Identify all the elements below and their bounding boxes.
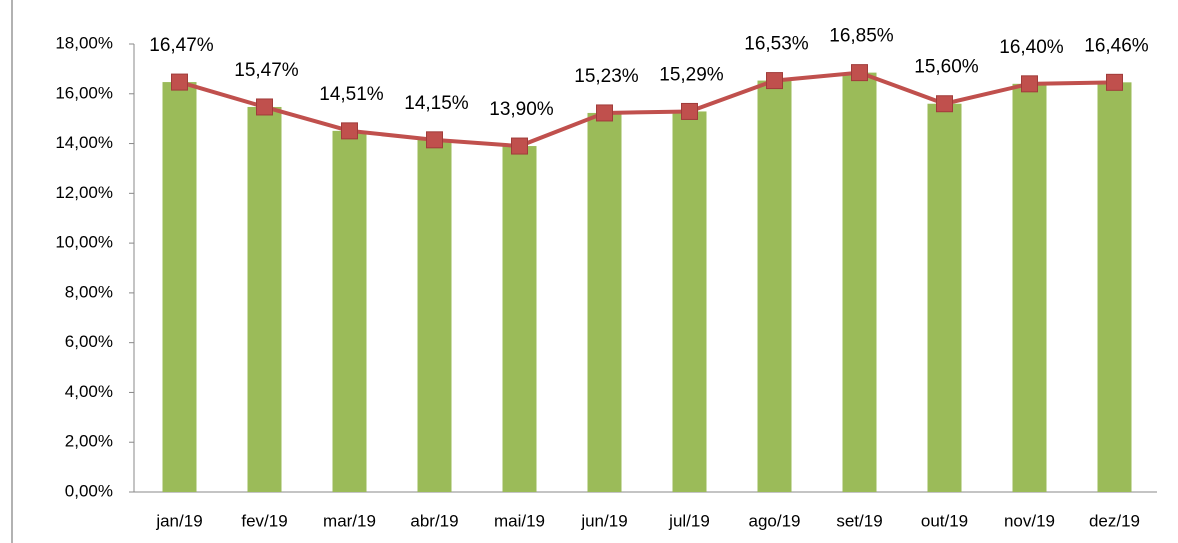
x-tick-label: fev/19 [241, 511, 287, 530]
bar [502, 146, 537, 493]
marker [1106, 73, 1123, 91]
data-label: 15,60% [914, 57, 979, 78]
marker [766, 72, 783, 90]
y-tick-label: 8,00% [65, 282, 113, 301]
data-label: 15,23% [574, 66, 639, 87]
x-tick-label: set/19 [836, 511, 882, 530]
marker [1021, 75, 1038, 93]
x-tick-label: jan/19 [155, 511, 202, 530]
bar [842, 72, 877, 492]
y-tick-label: 12,00% [55, 183, 113, 202]
bar [587, 112, 622, 492]
y-tick-label: 4,00% [65, 382, 113, 401]
x-tick-label: mai/19 [494, 511, 545, 530]
marker [936, 95, 953, 113]
bar [672, 111, 707, 493]
x-tick-label: jul/19 [668, 511, 710, 530]
marker [851, 64, 868, 82]
x-tick-label: abr/19 [410, 511, 458, 530]
x-tick-label: ago/19 [749, 511, 801, 530]
x-tick-label: dez/19 [1089, 511, 1140, 530]
y-tick-label: 2,00% [65, 432, 113, 451]
x-tick-label: jun/19 [580, 511, 627, 530]
x-tick-label: mar/19 [323, 511, 376, 530]
data-label: 15,47% [234, 60, 299, 81]
data-label: 14,51% [319, 84, 384, 105]
marker [171, 73, 188, 91]
data-label: 16,53% [744, 34, 809, 55]
y-tick-label: 16,00% [55, 83, 113, 102]
bar [1097, 82, 1132, 492]
y-tick-label: 10,00% [55, 233, 113, 252]
x-tick-label: nov/19 [1004, 511, 1055, 530]
bar [332, 130, 367, 492]
marker [681, 102, 698, 120]
data-label: 16,46% [1084, 35, 1149, 56]
y-tick-label: 6,00% [65, 332, 113, 351]
bar [417, 139, 452, 493]
marker [256, 98, 273, 116]
x-tick-label: out/19 [921, 511, 968, 530]
y-tick-label: 0,00% [65, 481, 113, 500]
bar [1012, 83, 1047, 493]
data-label: 15,29% [659, 64, 724, 85]
bar [247, 106, 282, 493]
data-label: 16,47% [149, 35, 214, 56]
y-tick-label: 14,00% [55, 133, 113, 152]
marker [596, 104, 613, 122]
y-tick-label: 18,00% [55, 33, 113, 52]
marker [511, 137, 528, 155]
bar [162, 82, 197, 492]
bar [757, 80, 792, 492]
data-label: 16,85% [829, 26, 894, 47]
data-label: 14,15% [404, 93, 469, 114]
marker [426, 131, 443, 149]
bar [927, 103, 962, 492]
line [178, 70, 1115, 149]
data-label: 13,90% [489, 99, 554, 120]
data-label: 16,40% [999, 37, 1064, 58]
marker [341, 122, 358, 140]
